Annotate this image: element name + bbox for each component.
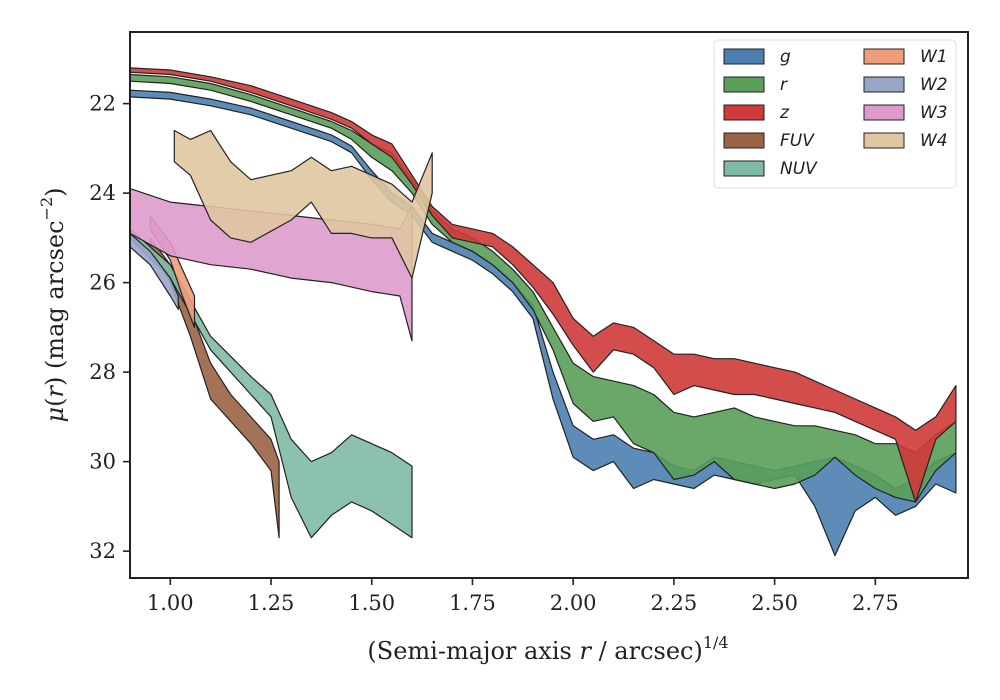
y-tick-label: 30 [89,450,116,474]
x-tick-label: 2.75 [852,591,899,615]
x-tick-label: 1.00 [147,591,194,615]
legend-label: W2 [920,75,948,95]
legend-swatch [723,160,765,177]
legend: grz FUV NUV W1 W2 W3 W4 [713,39,957,189]
legend-item-z: z [723,103,790,123]
legend-item-g: g [723,47,791,67]
legend-swatch [723,104,765,121]
legend-label: W3 [920,103,948,123]
y-tick-label: 24 [89,181,116,205]
legend-item-w4: W4 [863,131,948,151]
legend-swatch [863,132,905,149]
legend-item-w2: W2 [863,75,948,95]
legend-swatch [723,48,765,65]
legend-item-fuv: FUV [723,131,815,151]
legend-label: z [779,103,790,123]
series-bands [129,67,957,557]
y-tick-label: 22 [89,92,116,116]
y-tick-label: 26 [89,271,116,295]
x-tick-label: 1.25 [248,591,295,615]
x-tick-label: 1.50 [348,591,395,615]
legend-label: W1 [920,47,948,67]
y-tick-label: 28 [89,360,116,384]
legend-swatch [723,76,765,93]
x-tick-label: 2.25 [651,591,698,615]
x-tick-label: 1.75 [449,591,496,615]
band-w4 [173,129,433,279]
x-tick-label: 2.00 [550,591,597,615]
legend-item-r: r [723,75,788,95]
band-w2 [129,232,179,311]
legend-label: FUV [780,131,815,151]
legend-swatch [863,76,905,93]
legend-swatch [863,104,905,121]
plot-frame [129,31,969,579]
legend-label: NUV [780,159,818,179]
y-axis-label: μ(r) (mag arcsec−2) [37,187,69,422]
band-fuv [149,237,280,539]
legend-item-nuv: NUV [723,159,818,179]
legend-swatch [723,132,765,149]
legend-item-w1: W1 [863,47,948,67]
legend-swatch [863,48,905,65]
x-axis-label: (Semi-major axis r / arcsec)1/4 [367,633,728,665]
legend-item-w3: W3 [863,103,948,123]
legend-label: W4 [920,131,948,151]
y-axis-ticks: 22 24 26 28 30 32 [89,92,130,563]
y-tick-label: 32 [89,539,116,563]
band-nuv [129,228,413,539]
x-axis-ticks: 1.00 1.25 1.50 1.75 2.00 2.25 2.50 2.75 [147,578,899,615]
legend-label: g [780,47,791,67]
legend-label: r [780,75,788,95]
band-z [129,67,957,503]
x-tick-label: 2.50 [751,591,798,615]
